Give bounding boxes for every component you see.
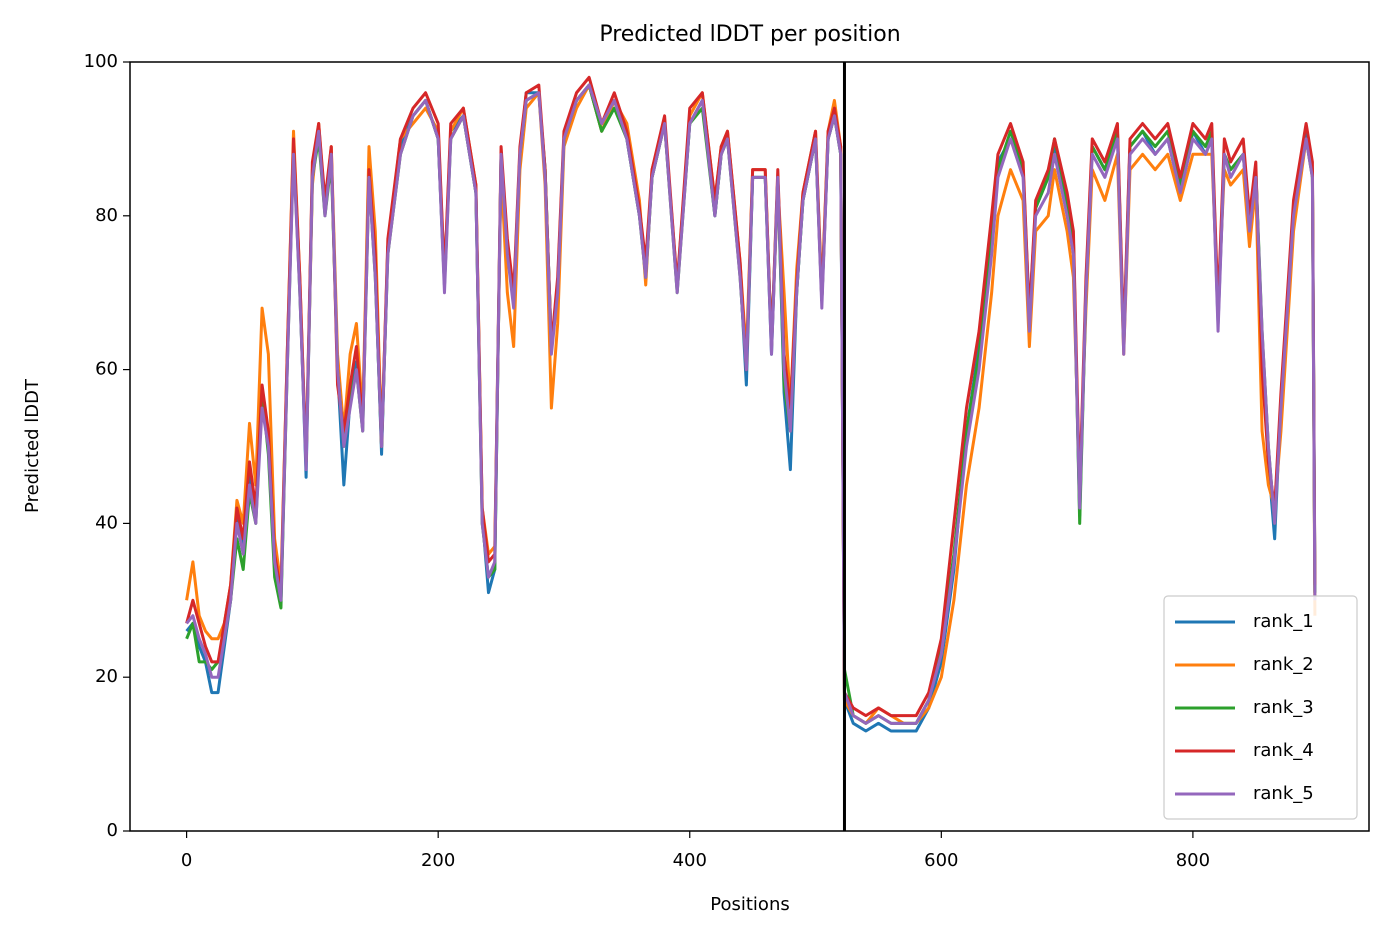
legend-label: rank_4 (1253, 740, 1314, 761)
y-tick-label: 40 (95, 512, 118, 533)
x-tick-label: 200 (421, 850, 455, 871)
y-tick-label: 20 (95, 666, 118, 687)
legend-label: rank_2 (1253, 654, 1314, 675)
y-tick-label: 80 (95, 205, 118, 226)
legend-label: rank_5 (1253, 783, 1314, 804)
legend-box (1163, 595, 1358, 820)
y-tick-label: 100 (84, 51, 118, 72)
x-tick-label: 400 (673, 850, 707, 871)
chart-title: Predicted lDDT per position (599, 22, 900, 47)
series-line (185, 83, 1317, 725)
x-axis-label: Positions (710, 894, 789, 915)
y-tick-label: 0 (107, 820, 118, 841)
y-axis-label: Predicted lDDT (22, 378, 43, 513)
y-tick-label: 60 (95, 359, 118, 380)
x-tick-label: 600 (924, 850, 958, 871)
legend: rank_1 rank_2 rank_3 rank_4 rank_5 (1163, 595, 1358, 820)
x-tick-label: 0 (181, 850, 192, 871)
x-tick-label: 800 (1176, 850, 1210, 871)
legend-label: rank_3 (1253, 697, 1314, 718)
legend-label: rank_1 (1253, 611, 1314, 632)
plot-frame (129, 61, 1370, 832)
